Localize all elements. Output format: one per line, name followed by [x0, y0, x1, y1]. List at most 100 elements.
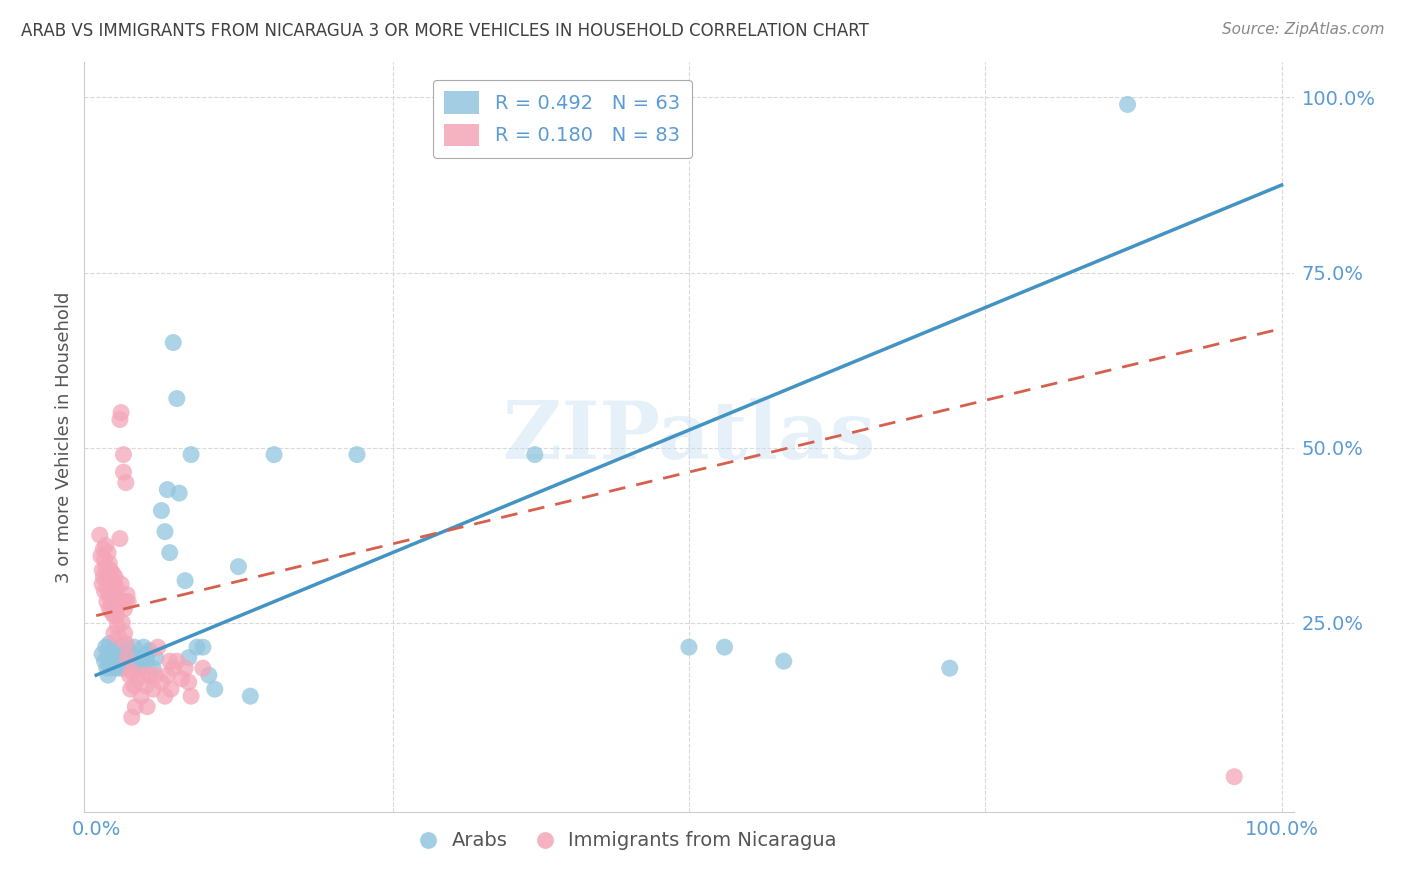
Point [177, 650, 200, 665]
Point [174, 574, 197, 588]
Point [124, 699, 146, 714]
Point [138, 643, 160, 657]
Point [122, 640, 145, 655]
Point [115, 637, 138, 651]
Point [117, 594, 139, 608]
Point [180, 448, 202, 462]
Point [239, 689, 262, 703]
Point [938, 661, 960, 675]
Point [100, 657, 122, 672]
Point [117, 654, 139, 668]
Point [101, 584, 124, 599]
Point [177, 675, 200, 690]
Point [153, 689, 176, 703]
Point [166, 654, 188, 668]
Point [118, 668, 141, 682]
Point [89, 528, 111, 542]
Point [153, 524, 176, 539]
Text: ZIPatlas: ZIPatlas [503, 398, 875, 476]
Point [103, 626, 125, 640]
Point [132, 650, 155, 665]
Point [160, 682, 183, 697]
Point [150, 503, 173, 517]
Point [96, 594, 118, 608]
Point [180, 689, 202, 703]
Point [104, 584, 127, 599]
Point [107, 630, 129, 644]
Point [90, 549, 112, 563]
Point [103, 647, 125, 661]
Point [121, 710, 143, 724]
Point [142, 661, 165, 675]
Point [97, 546, 120, 560]
Point [186, 640, 208, 655]
Point [121, 665, 143, 679]
Text: ARAB VS IMMIGRANTS FROM NICARAGUA 3 OR MORE VEHICLES IN HOUSEHOLD CORRELATION CH: ARAB VS IMMIGRANTS FROM NICARAGUA 3 OR M… [21, 22, 869, 40]
Point [191, 661, 214, 675]
Point [263, 448, 285, 462]
Point [127, 650, 149, 665]
Point [1116, 97, 1139, 112]
Point [105, 650, 128, 665]
Point [110, 406, 132, 420]
Point [101, 566, 124, 581]
Point [111, 657, 134, 672]
Point [100, 581, 122, 595]
Point [98, 637, 121, 651]
Point [105, 581, 128, 595]
Point [129, 661, 152, 675]
Point [156, 668, 179, 682]
Point [105, 608, 128, 623]
Y-axis label: 3 or more Vehicles in Household: 3 or more Vehicles in Household [55, 292, 73, 582]
Text: Source: ZipAtlas.com: Source: ZipAtlas.com [1222, 22, 1385, 37]
Point [107, 591, 129, 606]
Point [132, 640, 155, 655]
Point [101, 598, 124, 612]
Point [174, 661, 197, 675]
Point [111, 594, 134, 608]
Point [91, 647, 114, 661]
Point [97, 668, 120, 682]
Point [170, 672, 193, 686]
Point [91, 570, 114, 584]
Point [108, 647, 131, 661]
Point [159, 654, 181, 668]
Point [97, 584, 120, 599]
Point [523, 448, 546, 462]
Point [103, 577, 125, 591]
Point [107, 661, 129, 675]
Point [121, 654, 143, 668]
Point [110, 640, 132, 655]
Point [124, 657, 146, 672]
Point [138, 668, 160, 682]
Point [104, 654, 127, 668]
Point [107, 619, 129, 633]
Point [103, 594, 125, 608]
Point [115, 588, 138, 602]
Point [145, 650, 167, 665]
Point [228, 559, 250, 574]
Point [94, 640, 117, 655]
Point [112, 448, 135, 462]
Point [91, 577, 114, 591]
Point [121, 647, 143, 661]
Point [98, 601, 121, 615]
Point [91, 542, 114, 557]
Point [100, 588, 122, 602]
Point [115, 594, 138, 608]
Point [204, 682, 226, 697]
Point [104, 601, 127, 615]
Point [103, 608, 125, 623]
Point [94, 559, 117, 574]
Legend: Arabs, Immigrants from Nicaragua: Arabs, Immigrants from Nicaragua [413, 823, 844, 858]
Point [191, 640, 214, 655]
Point [166, 392, 188, 406]
Point [115, 650, 138, 665]
Point [108, 654, 131, 668]
Point [93, 654, 115, 668]
Point [96, 574, 118, 588]
Point [108, 532, 131, 546]
Point [142, 682, 165, 697]
Point [115, 640, 138, 655]
Point [162, 335, 184, 350]
